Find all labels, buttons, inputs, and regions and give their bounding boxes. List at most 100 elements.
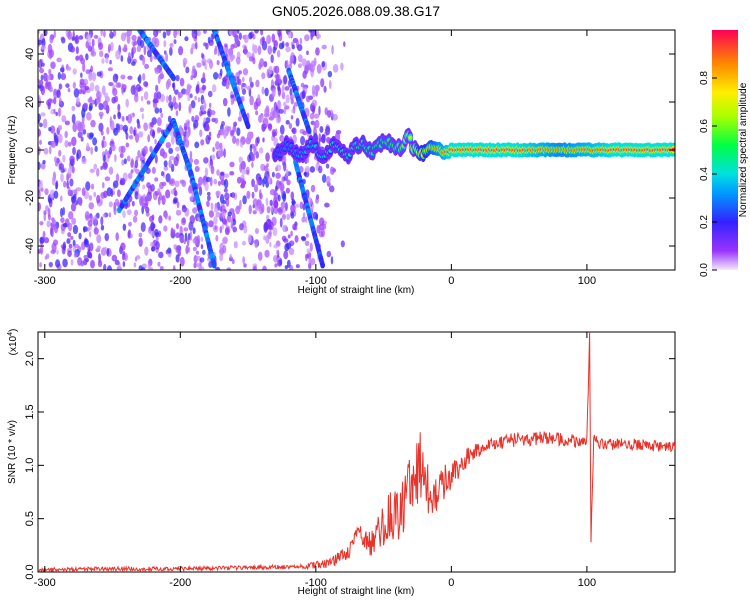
spectrogram-cell: [309, 166, 316, 173]
spectrogram-cell: [194, 141, 200, 149]
spectrogram-cell: [191, 43, 196, 50]
snr-x-tick-label: 0: [448, 577, 454, 589]
spectrogram-cell: [100, 224, 105, 231]
spectrogram-cell: [192, 32, 196, 39]
spectrogram-cell: [98, 122, 104, 132]
spectrogram-cell: [325, 126, 331, 136]
spectrogram-cell: [295, 264, 300, 269]
spectrogram-cell: [165, 53, 169, 62]
spectrogram-cell: [304, 34, 310, 42]
spectrogram-cell: [175, 110, 179, 117]
spectrogram-cell: [241, 169, 247, 175]
spectrogram-cell: [161, 181, 167, 187]
spectrogram-cell: [62, 241, 67, 251]
spectrogram-cell: [182, 217, 186, 224]
spectrogram-cell: [226, 267, 232, 270]
spectrogram-cell: [325, 163, 330, 169]
spectrogram-cell: [150, 222, 155, 232]
spectrogram-cell: [91, 38, 95, 47]
spectrogram-cell: [94, 214, 98, 224]
spectrogram-cell: [261, 124, 265, 132]
spectrogram-cell: [168, 147, 174, 154]
spectrogram-cell: [67, 141, 72, 147]
chart-title: GN05.2026.088.09.38.G17: [272, 3, 440, 19]
snr-y-tick-label: 1.0: [24, 458, 36, 473]
spectrogram-cell: [70, 202, 77, 212]
spectrogram-cell: [130, 169, 134, 174]
spectrogram-cell: [281, 176, 284, 185]
spectrogram-x-tick-label: 100: [578, 275, 596, 287]
spectrogram-cell: [182, 57, 188, 65]
snr-y-tick-label: 0.5: [24, 511, 36, 526]
spectrogram-cell: [138, 74, 142, 84]
spectrogram-cell: [48, 98, 53, 103]
spectrogram-cell: [175, 223, 180, 230]
spectrogram-cell: [50, 225, 55, 230]
spectrogram-cell: [227, 107, 231, 117]
spectrogram-cell: [130, 158, 134, 166]
spectrogram-cell: [103, 92, 109, 99]
spectrogram-cell: [53, 97, 57, 105]
spectrogram-cell: [71, 196, 76, 204]
spectrogram-cell: [340, 62, 344, 71]
spectrogram-cell: [101, 139, 104, 149]
spectrogram-cell: [281, 213, 287, 220]
spectrogram-cell: [80, 136, 84, 142]
spectrogram-cell: [294, 235, 299, 243]
spectrogram-cell: [52, 219, 57, 225]
spectrogram-y-ticks: -40 -20 0 20 40: [24, 48, 675, 254]
spectrogram-cell: [236, 30, 240, 35]
spectrogram-cell: [129, 126, 134, 135]
spectrogram-cell: [269, 241, 272, 248]
spectrogram-cell: [60, 217, 65, 224]
spectrogram-cell: [87, 219, 93, 227]
spectrogram-cell: [90, 183, 95, 190]
spectrogram-cell: [272, 131, 277, 137]
spectrogram-cell: [297, 63, 302, 69]
spectrogram-y-tick-label: 40: [24, 48, 36, 60]
spectrogram-cell: [162, 31, 167, 39]
spectrogram-cell: [191, 65, 196, 74]
spectrogram-cell: [211, 154, 216, 161]
spectrogram-cell: [200, 236, 204, 242]
spectrogram-cell: [278, 108, 284, 114]
spectrogram-cell: [108, 201, 113, 208]
spectrogram-cell: [165, 173, 171, 183]
spectrogram-cell: [137, 193, 141, 200]
spectrogram-cell: [64, 130, 68, 139]
spectrogram-cell: [215, 234, 219, 242]
spectrogram-cell: [275, 73, 281, 84]
spectrogram-cell: [236, 176, 242, 184]
spectrogram-cell: [57, 124, 63, 131]
spectrogram-cell: [285, 46, 291, 53]
spectrogram-cell: [89, 252, 93, 259]
spectrogram-cell: [56, 249, 59, 255]
spectrogram-cell: [271, 171, 275, 178]
spectrogram-cell: [236, 140, 240, 147]
spectrogram-cell: [208, 210, 215, 218]
spectrogram-cell: [115, 50, 121, 60]
spectrogram-cell: [235, 56, 241, 65]
spectrogram-cell: [280, 184, 284, 195]
snr-x-ticks: -300 -200 -100 0 100: [34, 332, 596, 589]
spectrogram-cell: [49, 34, 54, 44]
spectrogram-cell: [93, 34, 99, 39]
spectrogram-cell: [98, 111, 104, 117]
spectrogram-cell: [187, 95, 191, 102]
spectrogram-cell: [131, 200, 135, 207]
spectrogram-cell: [243, 224, 248, 234]
spectrogram-cell: [85, 181, 91, 191]
snr-y-tick-label: 0.0: [24, 564, 36, 579]
spectrogram-cell: [302, 130, 307, 136]
spectrogram-cell: [161, 195, 166, 206]
spectrogram-cell: [117, 103, 121, 112]
spectrogram-cell: [134, 209, 139, 217]
spectrogram-cell: [137, 119, 141, 129]
spectrogram-cell: [88, 231, 92, 238]
spectrogram-cell: [90, 146, 94, 155]
spectrogram-cell: [38, 97, 41, 103]
spectrogram-cell: [259, 58, 265, 68]
spectrogram-cell: [146, 191, 152, 202]
spectrogram-cell: [202, 249, 206, 256]
